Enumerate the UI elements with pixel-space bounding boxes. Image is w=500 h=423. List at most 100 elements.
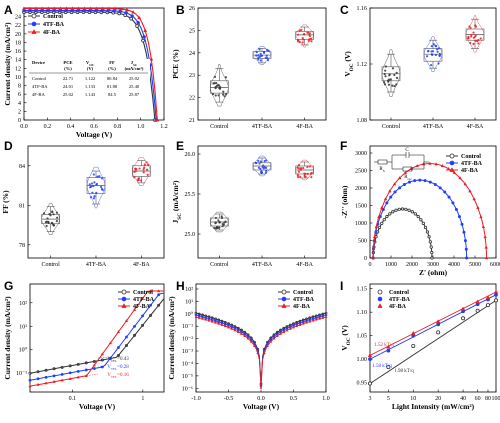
- panel-f-xtick-label: 3000: [427, 262, 439, 268]
- panel-g-frame: [29, 283, 165, 393]
- circuit-resistor-rs: [377, 159, 388, 165]
- panel-a-legend-label: 4F-BA: [43, 30, 61, 36]
- panel-f-marker: [434, 162, 438, 166]
- panel-e-point: [264, 166, 268, 170]
- panel-i-legend-marker: [377, 296, 383, 302]
- panel-e-point: [217, 219, 220, 222]
- panel-f-marker: [481, 224, 486, 228]
- panel-a-ytick-label: 2: [18, 109, 21, 115]
- panel-d-point: [100, 177, 104, 180]
- panel-c-point: [383, 72, 386, 76]
- panel-a-xtick-label: 0.6: [90, 124, 98, 130]
- panel-i-fit-0: [369, 300, 497, 384]
- panel-b-point: [215, 84, 219, 88]
- panel-i-marker: [436, 330, 441, 335]
- panel-a-marker: [70, 6, 75, 10]
- panel-d-point: [93, 195, 96, 198]
- panel-e-ylabel: JSC (mA/cm²): [171, 180, 183, 223]
- panel-e-ylabel-main: J: [171, 219, 180, 223]
- panel-f-legend-marker: [449, 167, 455, 172]
- panel-a-marker: [142, 35, 146, 39]
- panel-f-ytick-label: 500: [358, 239, 367, 245]
- panel-a-ytick-label: 22: [15, 23, 21, 29]
- panel-d-point: [95, 191, 98, 194]
- panel-g-legend-marker: [121, 289, 127, 295]
- panel-a-marker: [131, 10, 136, 14]
- panel-a-legend-marker: [31, 21, 37, 27]
- panel-d-violin: [132, 157, 151, 186]
- panel-h-xtick-label: 1.0: [322, 396, 330, 402]
- panel-f-marker: [392, 182, 397, 186]
- panel-a-ytick-label: 20: [15, 32, 21, 38]
- panel-e-point: [298, 167, 301, 170]
- panel-d-point: [52, 213, 55, 216]
- panel-d-ytick-label: 78: [19, 243, 25, 249]
- panel-d-point: [55, 219, 59, 223]
- panel-i-marker: [485, 295, 491, 300]
- panel-c-point: [467, 35, 470, 38]
- panel-e-ytick-label: 26.0: [185, 152, 196, 158]
- panel-a-marker: [125, 7, 130, 12]
- panel-e-ytick-label: 25.5: [185, 192, 196, 198]
- panel-e-point: [264, 171, 268, 174]
- panel-a-table-cell: 4TF-BA: [32, 84, 48, 89]
- panel-f-marker: [438, 186, 442, 190]
- panel-g-legend-label: Control: [133, 290, 153, 296]
- panel-d-point: [90, 182, 94, 185]
- panel-c-point: [384, 65, 388, 68]
- circuit-label-c: C: [405, 148, 409, 153]
- panel-b-point: [265, 48, 269, 51]
- panel-d-point: [101, 188, 104, 191]
- panel-b-box: [210, 80, 229, 94]
- panel-a-marker: [106, 6, 111, 10]
- panel-f-marker: [407, 208, 411, 212]
- panel-f-marker: [479, 215, 483, 219]
- panel-c-point: [474, 39, 477, 42]
- panel-d-point: [91, 191, 94, 194]
- panel-e-point: [221, 225, 224, 228]
- panel-g-ytick-label: 10¹: [19, 324, 27, 330]
- panel-b-point: [298, 29, 301, 32]
- panel-h-legend-marker: [281, 296, 287, 302]
- panel-a-table-header: Device: [32, 60, 45, 65]
- panel-e-point: [265, 169, 268, 172]
- panel-g-legend-label: 4TF-BA: [133, 297, 155, 303]
- panel-c-point: [437, 62, 440, 65]
- panel-c-ylabel: VOC (V): [343, 51, 355, 77]
- panel-letter-g: G: [4, 279, 13, 293]
- panel-h-curve-0: [195, 312, 327, 384]
- panel-i-slope-label: 1.98 kT/q: [394, 369, 414, 374]
- panel-e-point: [255, 161, 258, 165]
- panel-a-marker: [40, 6, 45, 10]
- panel-a-marker: [130, 14, 134, 18]
- circuit-label-rrec-sub: rec: [408, 177, 413, 181]
- panel-b-point: [257, 54, 260, 57]
- panel-g-ytick-label: 10⁰: [19, 347, 28, 354]
- panel-i-ylabel-sub: OC: [346, 337, 352, 345]
- panel-e-point: [297, 170, 301, 173]
- panel-g-vtfl-label-sub: TFL: [111, 367, 117, 371]
- panel-g-ylabel: Current density (mA/cm²): [3, 296, 12, 380]
- panel-c-point: [477, 42, 480, 45]
- panel-b-point: [222, 90, 225, 93]
- panel-d-point: [51, 210, 54, 213]
- panel-g-sclc: 10⁻¹ 10⁰ 10¹ 10² 0.1 1 Voltage (V) Current dens…: [3, 283, 165, 411]
- panel-letter-e: E: [176, 139, 184, 153]
- panel-i-xtick-label: 80: [485, 396, 491, 402]
- panel-a-legend-label: 4TF-BA: [43, 22, 65, 28]
- panel-c-ylabel-tail: (V): [343, 51, 352, 64]
- panel-b-ylabel: PCE (%): [171, 49, 180, 79]
- panel-a-table-cell: 80.84: [107, 76, 118, 81]
- panel-d-point: [96, 175, 99, 178]
- panel-f-marker: [443, 190, 447, 194]
- panel-b-point: [259, 52, 262, 55]
- panel-g-vtfl-label-tail: =0.43: [117, 357, 129, 362]
- panel-f-legend-label: 4TF-BA: [461, 161, 483, 167]
- panel-a-marker: [52, 6, 57, 10]
- panel-f-marker: [428, 161, 432, 165]
- panel-d-point: [137, 177, 140, 180]
- panel-d-category-label: Control: [41, 262, 60, 268]
- panel-b-point: [303, 33, 306, 36]
- panel-f-marker: [457, 215, 461, 219]
- panel-h-ytick-label: 10⁻³: [182, 349, 193, 355]
